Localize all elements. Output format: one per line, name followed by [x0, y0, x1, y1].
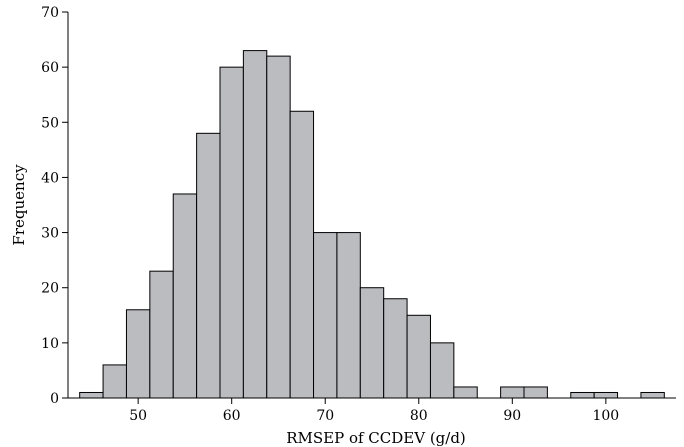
x-tick-label: 60 — [223, 408, 241, 424]
y-tick-label: 60 — [41, 60, 59, 76]
histogram-bar — [289, 110, 315, 399]
histogram-bar — [313, 232, 338, 399]
y-axis-title: Frequency — [10, 164, 28, 246]
y-tick-label: 50 — [41, 115, 59, 131]
histogram-bar — [383, 298, 408, 399]
histogram-bar — [406, 314, 431, 399]
histogram-bar — [242, 50, 268, 399]
x-tick-label: 50 — [129, 408, 147, 424]
histogram-bar — [453, 386, 478, 399]
histogram-bar — [125, 309, 151, 399]
histogram-bar — [429, 342, 455, 399]
histogram-bar — [570, 391, 595, 399]
histogram-bar — [79, 391, 104, 399]
y-tick-label: 70 — [41, 5, 59, 21]
histogram-bar — [102, 364, 127, 399]
histogram-bar — [196, 132, 221, 399]
histogram-bar — [500, 386, 525, 399]
y-tick-label: 30 — [41, 226, 59, 242]
y-axis: 0 10 20 30 40 50 60 70 — [41, 5, 69, 407]
histogram-bar — [359, 287, 385, 399]
histogram-bars — [79, 50, 665, 399]
x-tick-label: 80 — [410, 408, 428, 424]
x-tick-label: 70 — [316, 408, 334, 424]
histogram-bar — [266, 55, 291, 399]
histogram-bar — [172, 193, 198, 399]
histogram-bar — [640, 391, 665, 399]
y-tick-label: 20 — [41, 281, 59, 297]
x-axis: 50 60 70 80 90 100 — [68, 397, 676, 424]
x-tick-label: 100 — [592, 408, 619, 424]
y-tick-label: 40 — [41, 170, 59, 186]
histogram-bar — [523, 386, 548, 399]
histogram-bar — [149, 270, 174, 399]
y-tick-label: 0 — [50, 391, 59, 407]
histogram-bar — [593, 391, 619, 399]
histogram-bar — [219, 66, 244, 399]
y-tick-label: 10 — [41, 336, 59, 352]
x-tick-label: 90 — [503, 408, 521, 424]
histogram-bar — [336, 232, 361, 399]
x-axis-title: RMSEP of CCDEV (g/d) — [286, 429, 466, 447]
